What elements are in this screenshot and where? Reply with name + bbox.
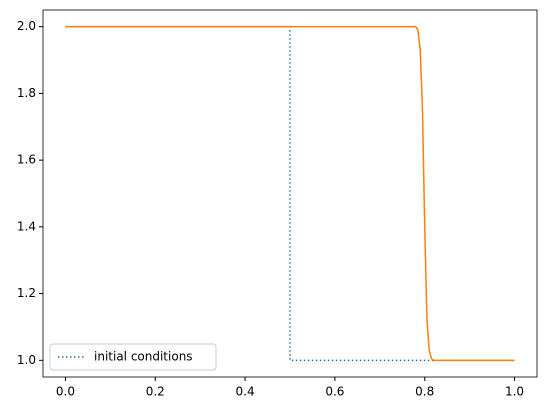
y-tick-label: 1.2 [17,286,36,300]
legend-label: initial conditions [94,350,193,364]
x-tick-label: 0.4 [236,385,255,399]
y-tick-label: 1.8 [17,86,36,100]
y-tick-label: 1.4 [17,219,36,233]
data-line [65,25,515,362]
axes-frame [42,9,538,378]
y-tick-label: 1.0 [17,353,36,367]
y-tick-label: 2.0 [17,19,36,33]
x-tick-label: 0.8 [415,385,434,399]
x-tick-label: 0.0 [56,385,75,399]
y-tick-label: 1.6 [17,153,36,167]
x-tick-label: 0.2 [146,385,165,399]
x-tick-label: 1.0 [505,385,524,399]
data-line [65,25,515,362]
legend-box [49,343,217,371]
x-tick-label: 0.6 [325,385,344,399]
